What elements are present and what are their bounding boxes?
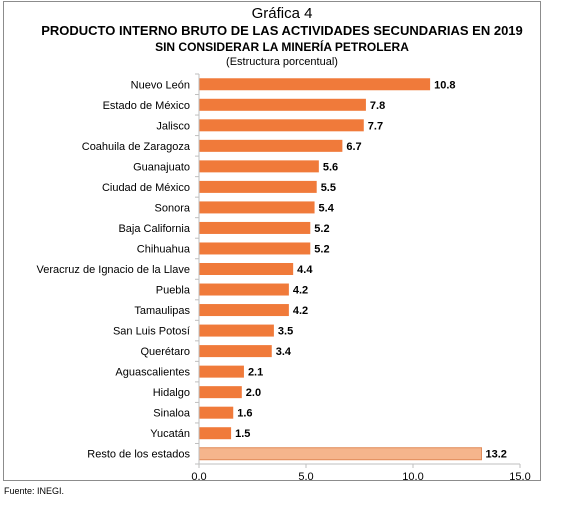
category-label: Yucatán — [150, 428, 190, 440]
category-label: Jalisco — [156, 120, 190, 132]
category-label: San Luis Potosí — [113, 326, 190, 338]
value-label: 5.6 — [323, 161, 338, 173]
value-label: 1.6 — [237, 408, 252, 420]
chart-subtitle-line2: SIN CONSIDERAR LA MINERÍA PETROLERA — [155, 40, 409, 54]
category-label: Tamaulipas — [134, 305, 190, 317]
bar — [199, 242, 311, 255]
bar — [199, 180, 317, 193]
bar — [199, 98, 366, 111]
x-tick-label: 5.0 — [298, 471, 313, 483]
value-label: 2.1 — [248, 367, 263, 379]
value-label: 5.2 — [314, 243, 329, 255]
x-tick-label: 0.0 — [191, 471, 206, 483]
value-label: 1.5 — [235, 428, 250, 440]
value-label: 4.2 — [293, 285, 308, 297]
bar — [199, 78, 431, 91]
bar — [199, 283, 289, 296]
value-label: 6.7 — [346, 141, 361, 153]
x-tick-label: 10.0 — [402, 471, 423, 483]
bar — [199, 221, 311, 234]
value-label: 7.8 — [370, 100, 385, 112]
category-label: Estado de México — [103, 100, 190, 112]
category-label: Veracruz de Ignacio de la Llave — [37, 264, 191, 276]
bar — [199, 139, 343, 152]
value-label: 5.2 — [314, 223, 329, 235]
chart-title: Gráfica 4 — [251, 5, 313, 22]
category-label: Resto de los estados — [87, 449, 190, 461]
category-label: Coahuila de Zaragoza — [82, 141, 191, 153]
value-label: 2.0 — [246, 387, 261, 399]
category-label: Puebla — [156, 285, 191, 297]
value-label: 3.4 — [276, 346, 292, 358]
value-label: 13.2 — [485, 449, 506, 461]
bar — [199, 365, 244, 378]
category-label: Ciudad de México — [102, 182, 190, 194]
bar — [199, 304, 289, 317]
bar — [199, 427, 232, 440]
bar — [198, 447, 482, 461]
bar — [199, 263, 294, 275]
value-label: 10.8 — [434, 79, 455, 91]
category-label: Nuevo León — [131, 79, 190, 91]
value-label: 3.5 — [278, 326, 293, 338]
value-label: 4.2 — [293, 305, 308, 317]
category-label: Aguascalientes — [115, 367, 190, 379]
bar — [199, 119, 364, 132]
source-note: Fuente: INEGI. — [4, 486, 65, 496]
category-label: Baja California — [118, 223, 190, 235]
chart-subtitle-line1: PRODUCTO INTERNO BRUTO DE LAS ACTIVIDADE… — [41, 23, 523, 38]
unit-note: (Estructura porcentual) — [226, 56, 338, 68]
value-label: 4.4 — [297, 264, 313, 276]
category-label: Guanajuato — [133, 161, 190, 173]
bar — [199, 160, 319, 173]
value-label: 7.7 — [368, 120, 383, 132]
bar — [199, 324, 274, 337]
bar — [199, 386, 242, 399]
value-label: 5.5 — [321, 182, 336, 194]
chart-frame — [3, 1, 541, 481]
category-label: Querétaro — [140, 346, 190, 358]
category-label: Sonora — [155, 202, 191, 214]
bar — [199, 201, 315, 214]
x-tick-label: 15.0 — [509, 471, 530, 483]
category-label: Sinaloa — [153, 408, 191, 420]
category-label: Hidalgo — [153, 387, 190, 399]
bar — [199, 345, 272, 358]
category-label: Chihuahua — [137, 243, 191, 255]
value-label: 5.4 — [319, 202, 335, 214]
bar — [199, 406, 234, 419]
